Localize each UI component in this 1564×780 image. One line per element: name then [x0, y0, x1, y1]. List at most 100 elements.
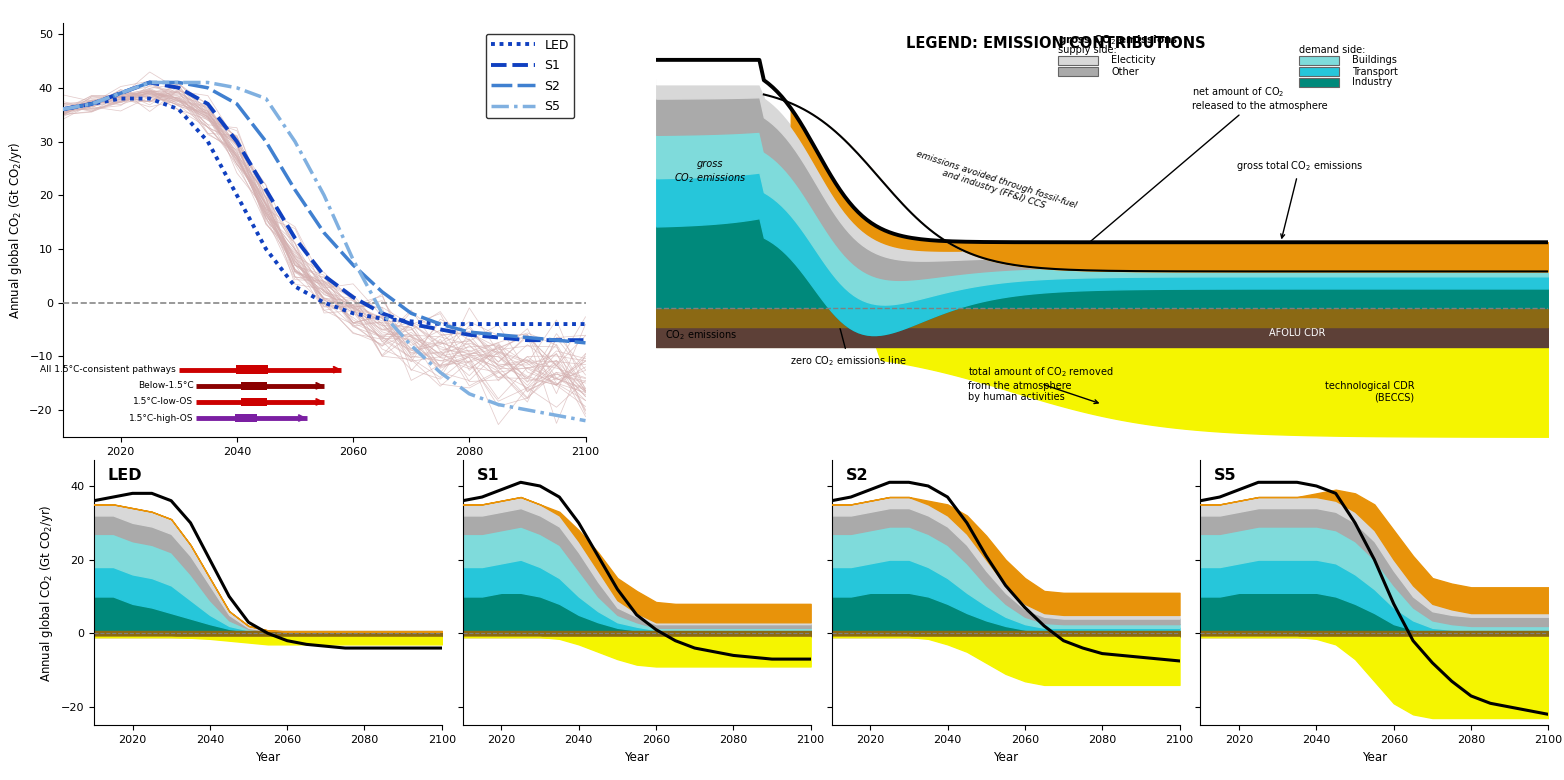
LED: [460, 319, 479, 328]
Text: Industry: Industry: [1353, 77, 1392, 87]
LED: [372, 314, 391, 324]
Bar: [235, 413, 256, 422]
S5: [286, 136, 305, 146]
Line: S2: S2: [63, 83, 585, 343]
Bar: [241, 381, 266, 390]
S2: [518, 333, 536, 342]
Text: gross total CO$_2$ emissions: gross total CO$_2$ emissions: [1236, 159, 1364, 238]
S5: [53, 105, 72, 114]
S5: [83, 99, 102, 108]
S5: [141, 78, 160, 87]
S5: [256, 94, 275, 103]
Text: gross CO$_2$ emissions: gross CO$_2$ emissions: [1057, 33, 1178, 47]
LED: [83, 99, 102, 108]
S2: [169, 78, 188, 87]
S2: [402, 309, 421, 318]
S1: [286, 233, 305, 243]
Text: S5: S5: [1214, 468, 1237, 483]
S5: [518, 406, 536, 415]
S5: [344, 255, 363, 264]
LED: [256, 244, 275, 254]
S1: [111, 88, 130, 98]
Text: AFOLU
CO$_2$ emissions: AFOLU CO$_2$ emissions: [665, 317, 737, 342]
S2: [83, 99, 102, 108]
S2: [111, 88, 130, 98]
LED: [111, 94, 130, 103]
Text: gross
CO$_2$ emissions: gross CO$_2$ emissions: [674, 159, 746, 186]
S5: [372, 309, 391, 318]
S1: [169, 83, 188, 93]
S1: [430, 324, 449, 334]
S2: [430, 319, 449, 328]
Line: S1: S1: [63, 83, 585, 340]
S5: [576, 416, 594, 425]
S5: [430, 367, 449, 377]
S1: [518, 335, 536, 345]
S2: [576, 339, 594, 348]
S1: [547, 335, 566, 345]
Text: S2: S2: [846, 468, 868, 483]
S5: [227, 83, 246, 93]
LED: [169, 105, 188, 114]
Bar: [1298, 67, 1339, 76]
Text: Other: Other: [1112, 66, 1139, 76]
S2: [460, 328, 479, 337]
Text: net amount of CO$_2$
released to the atmosphere: net amount of CO$_2$ released to the atm…: [1060, 85, 1328, 267]
Bar: [1298, 56, 1339, 65]
Text: total amount of CO$_2$ removed
from the atmosphere
by human activities: total amount of CO$_2$ removed from the …: [968, 365, 1114, 403]
LED: [547, 319, 566, 328]
LED: [344, 309, 363, 318]
S1: [490, 333, 508, 342]
Text: emissions avoided through fossil-fuel
and industry (FF&I) CCS: emissions avoided through fossil-fuel an…: [912, 150, 1078, 220]
LED: [199, 136, 217, 146]
Bar: [236, 365, 269, 374]
X-axis label: Year: Year: [624, 750, 649, 764]
Text: AFOLU CDR: AFOLU CDR: [1268, 328, 1325, 338]
Bar: [1057, 56, 1098, 65]
LED: [430, 319, 449, 328]
S5: [169, 78, 188, 87]
X-axis label: Year: Year: [255, 750, 280, 764]
S1: [314, 271, 333, 281]
Line: S5: S5: [63, 83, 585, 420]
Line: LED: LED: [63, 98, 585, 324]
Text: Electicity: Electicity: [1112, 55, 1156, 65]
LED: [576, 319, 594, 328]
Bar: [241, 398, 266, 406]
S2: [286, 185, 305, 194]
Legend: LED, S1, S2, S5: LED, S1, S2, S5: [486, 34, 574, 119]
S2: [199, 83, 217, 93]
S5: [460, 389, 479, 399]
S2: [256, 136, 275, 146]
Text: S1: S1: [477, 468, 499, 483]
Text: LEGEND: EMISSION CONTRIBUTIONS: LEGEND: EMISSION CONTRIBUTIONS: [906, 36, 1206, 51]
S5: [402, 341, 421, 350]
S1: [372, 309, 391, 318]
Text: zero CO$_2$ emissions line: zero CO$_2$ emissions line: [790, 312, 907, 367]
Bar: [1057, 67, 1098, 76]
S2: [314, 228, 333, 237]
Text: 1.5°C-low-OS: 1.5°C-low-OS: [133, 397, 194, 406]
Y-axis label: Annual global CO$_2$ (Gt CO$_2$/yr): Annual global CO$_2$ (Gt CO$_2$/yr): [38, 504, 55, 682]
Text: technological CDR
(BECCS): technological CDR (BECCS): [1325, 381, 1414, 402]
Text: Transport: Transport: [1353, 66, 1398, 76]
S5: [314, 190, 333, 200]
Y-axis label: Annual global CO$_2$ (Gt CO$_2$/yr): Annual global CO$_2$ (Gt CO$_2$/yr): [6, 141, 23, 319]
LED: [53, 105, 72, 114]
S1: [460, 330, 479, 339]
S5: [547, 410, 566, 420]
LED: [314, 298, 333, 307]
LED: [402, 317, 421, 326]
S2: [344, 261, 363, 270]
LED: [518, 319, 536, 328]
S1: [576, 335, 594, 345]
S1: [141, 78, 160, 87]
S2: [53, 105, 72, 114]
Bar: [1298, 78, 1339, 87]
S5: [111, 88, 130, 98]
S2: [227, 99, 246, 108]
Text: Below-1.5°C: Below-1.5°C: [138, 381, 194, 390]
LED: [490, 319, 508, 328]
X-axis label: Year: Year: [993, 750, 1018, 764]
S1: [227, 136, 246, 146]
